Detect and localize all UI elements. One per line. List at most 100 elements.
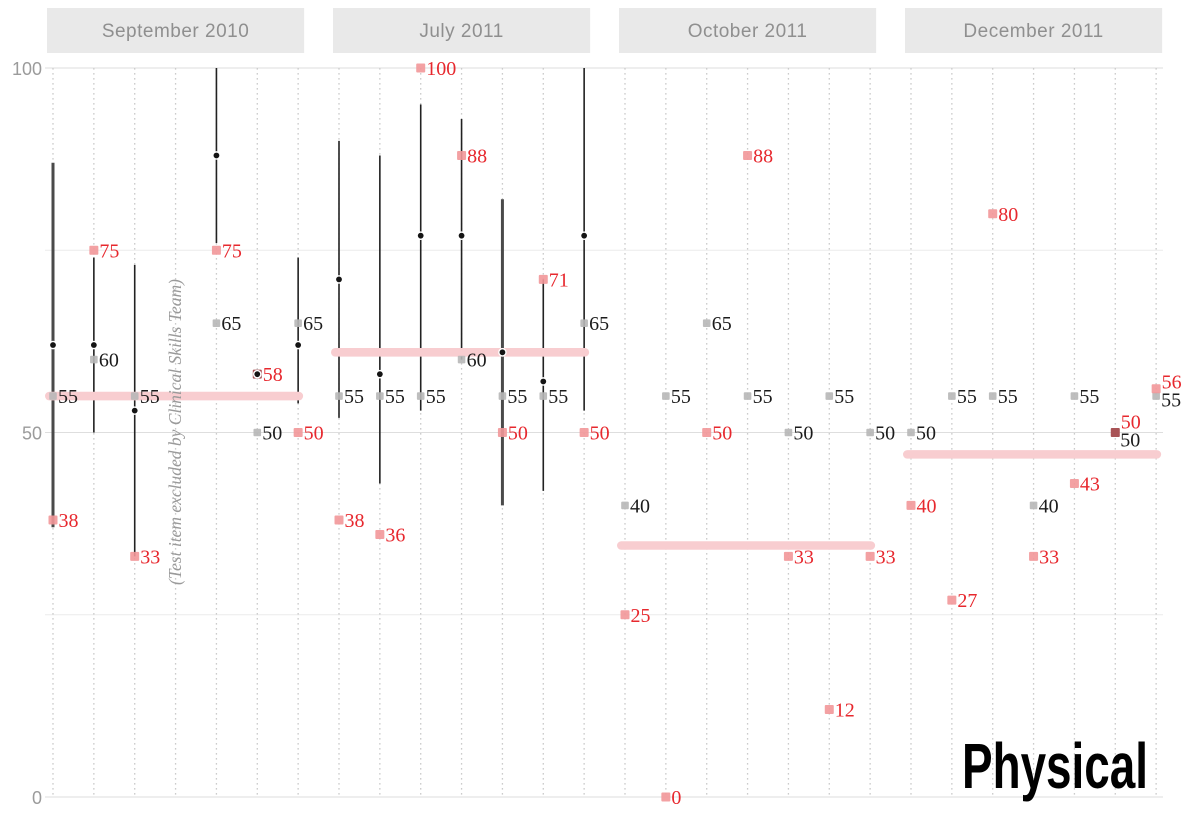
median-band xyxy=(902,450,1162,459)
red-marker xyxy=(1151,384,1161,394)
red-marker xyxy=(1029,551,1039,561)
marker-label-black: 55 xyxy=(1079,386,1099,408)
marker-label-red: 50 xyxy=(712,423,732,445)
median-band xyxy=(330,348,590,357)
marker-label-red: 33 xyxy=(876,546,896,568)
red-marker xyxy=(579,428,589,437)
red-marker xyxy=(702,428,712,437)
marker-label-black: 65 xyxy=(221,313,241,335)
mean-dot xyxy=(212,151,221,160)
marker-label-black: 60 xyxy=(99,350,119,372)
marker-label-black: 55 xyxy=(998,386,1018,408)
marker-label-red: 25 xyxy=(630,605,650,627)
marker-label-red: 50 xyxy=(508,423,528,445)
marker-label-red: 58 xyxy=(263,364,283,386)
red-marker xyxy=(661,792,671,802)
panel-header xyxy=(618,8,877,53)
red-marker xyxy=(783,551,793,561)
gray-marker xyxy=(866,428,874,437)
marker-label-black: 65 xyxy=(303,313,323,335)
marker-label-red: 38 xyxy=(344,510,364,532)
mean-dot xyxy=(416,231,426,240)
mean-dot xyxy=(375,369,385,379)
marker-label-red: 56 xyxy=(1162,371,1182,393)
mean-dot xyxy=(579,231,589,240)
gray-marker xyxy=(376,392,384,400)
marker-label-black: 55 xyxy=(753,386,773,408)
gray-marker xyxy=(702,319,711,327)
gray-marker xyxy=(662,392,670,400)
red-marker xyxy=(89,245,99,255)
red-marker xyxy=(824,705,834,715)
red-marker xyxy=(130,551,140,561)
marker-label-black: 55 xyxy=(344,386,364,408)
marker-label-black: 55 xyxy=(834,386,854,408)
marker-label-black: 40 xyxy=(1039,495,1059,517)
marker-label-black: 50 xyxy=(793,423,813,445)
marker-label-red: 33 xyxy=(794,546,814,568)
marker-label-red: 50 xyxy=(590,423,610,445)
marker-label-red: 100 xyxy=(426,58,456,80)
red-marker xyxy=(743,150,753,160)
marker-label-red: 12 xyxy=(835,700,855,722)
mean-dot xyxy=(48,340,58,350)
y-axis-label: 0 xyxy=(32,788,42,808)
gray-marker xyxy=(212,319,221,327)
median-band xyxy=(45,391,304,401)
red-marker xyxy=(947,595,957,605)
marker-label-red: 43 xyxy=(1080,474,1100,496)
marker-label-black: 50 xyxy=(875,423,895,445)
marker-label-black: 65 xyxy=(589,313,609,335)
panel-header-label: July 2011 xyxy=(419,21,503,42)
marker-label-red: 50 xyxy=(304,423,324,445)
marker-label-black: 55 xyxy=(548,386,568,408)
red-marker xyxy=(620,610,630,620)
gray-marker xyxy=(294,319,302,327)
gray-marker xyxy=(948,392,956,400)
marker-label-red: 75 xyxy=(99,240,119,262)
red-marker xyxy=(211,245,221,255)
red-marker xyxy=(334,515,344,525)
marker-label-black: 55 xyxy=(671,386,691,408)
marker-label-red: 38 xyxy=(59,510,79,532)
marker-label-black: 55 xyxy=(957,386,977,408)
gray-marker xyxy=(90,355,98,364)
gray-marker xyxy=(335,392,343,400)
y-axis-label: 50 xyxy=(22,424,42,444)
mean-dot xyxy=(457,231,466,240)
red-marker xyxy=(988,209,998,219)
panel-header xyxy=(904,8,1163,53)
gray-marker xyxy=(784,428,793,437)
marker-label-black: 55 xyxy=(385,386,405,408)
mean-dot xyxy=(334,275,344,284)
marker-label-red: 40 xyxy=(916,495,936,517)
marker-label-black: 50 xyxy=(1120,430,1140,452)
red-marker xyxy=(538,274,548,284)
red-marker xyxy=(48,515,58,525)
excluded-annotation: (Test item excluded by Clinical Skills T… xyxy=(165,279,185,585)
gray-marker xyxy=(825,392,834,400)
gray-marker xyxy=(907,428,915,437)
marker-label-red: 71 xyxy=(549,269,569,291)
y-axis-label: 100 xyxy=(12,59,42,79)
marker-label-red: 36 xyxy=(385,525,405,547)
marker-label-red: 75 xyxy=(222,240,242,262)
gray-marker xyxy=(580,319,588,327)
marker-label-red: 0 xyxy=(671,787,681,809)
panel-header xyxy=(332,8,591,53)
mean-dot xyxy=(498,348,507,357)
panel-header-label: September 2010 xyxy=(102,21,250,42)
red-marker xyxy=(375,530,385,540)
red-marker xyxy=(497,428,507,437)
median-band xyxy=(616,541,876,550)
mean-dot xyxy=(89,340,99,350)
gray-marker xyxy=(416,392,425,400)
red-marker xyxy=(293,428,303,437)
marker-label-red: 33 xyxy=(140,546,160,568)
mean-dot xyxy=(293,340,303,350)
chart-title: Physical xyxy=(962,730,1148,802)
panel-header xyxy=(47,8,305,53)
gray-marker xyxy=(253,428,262,437)
